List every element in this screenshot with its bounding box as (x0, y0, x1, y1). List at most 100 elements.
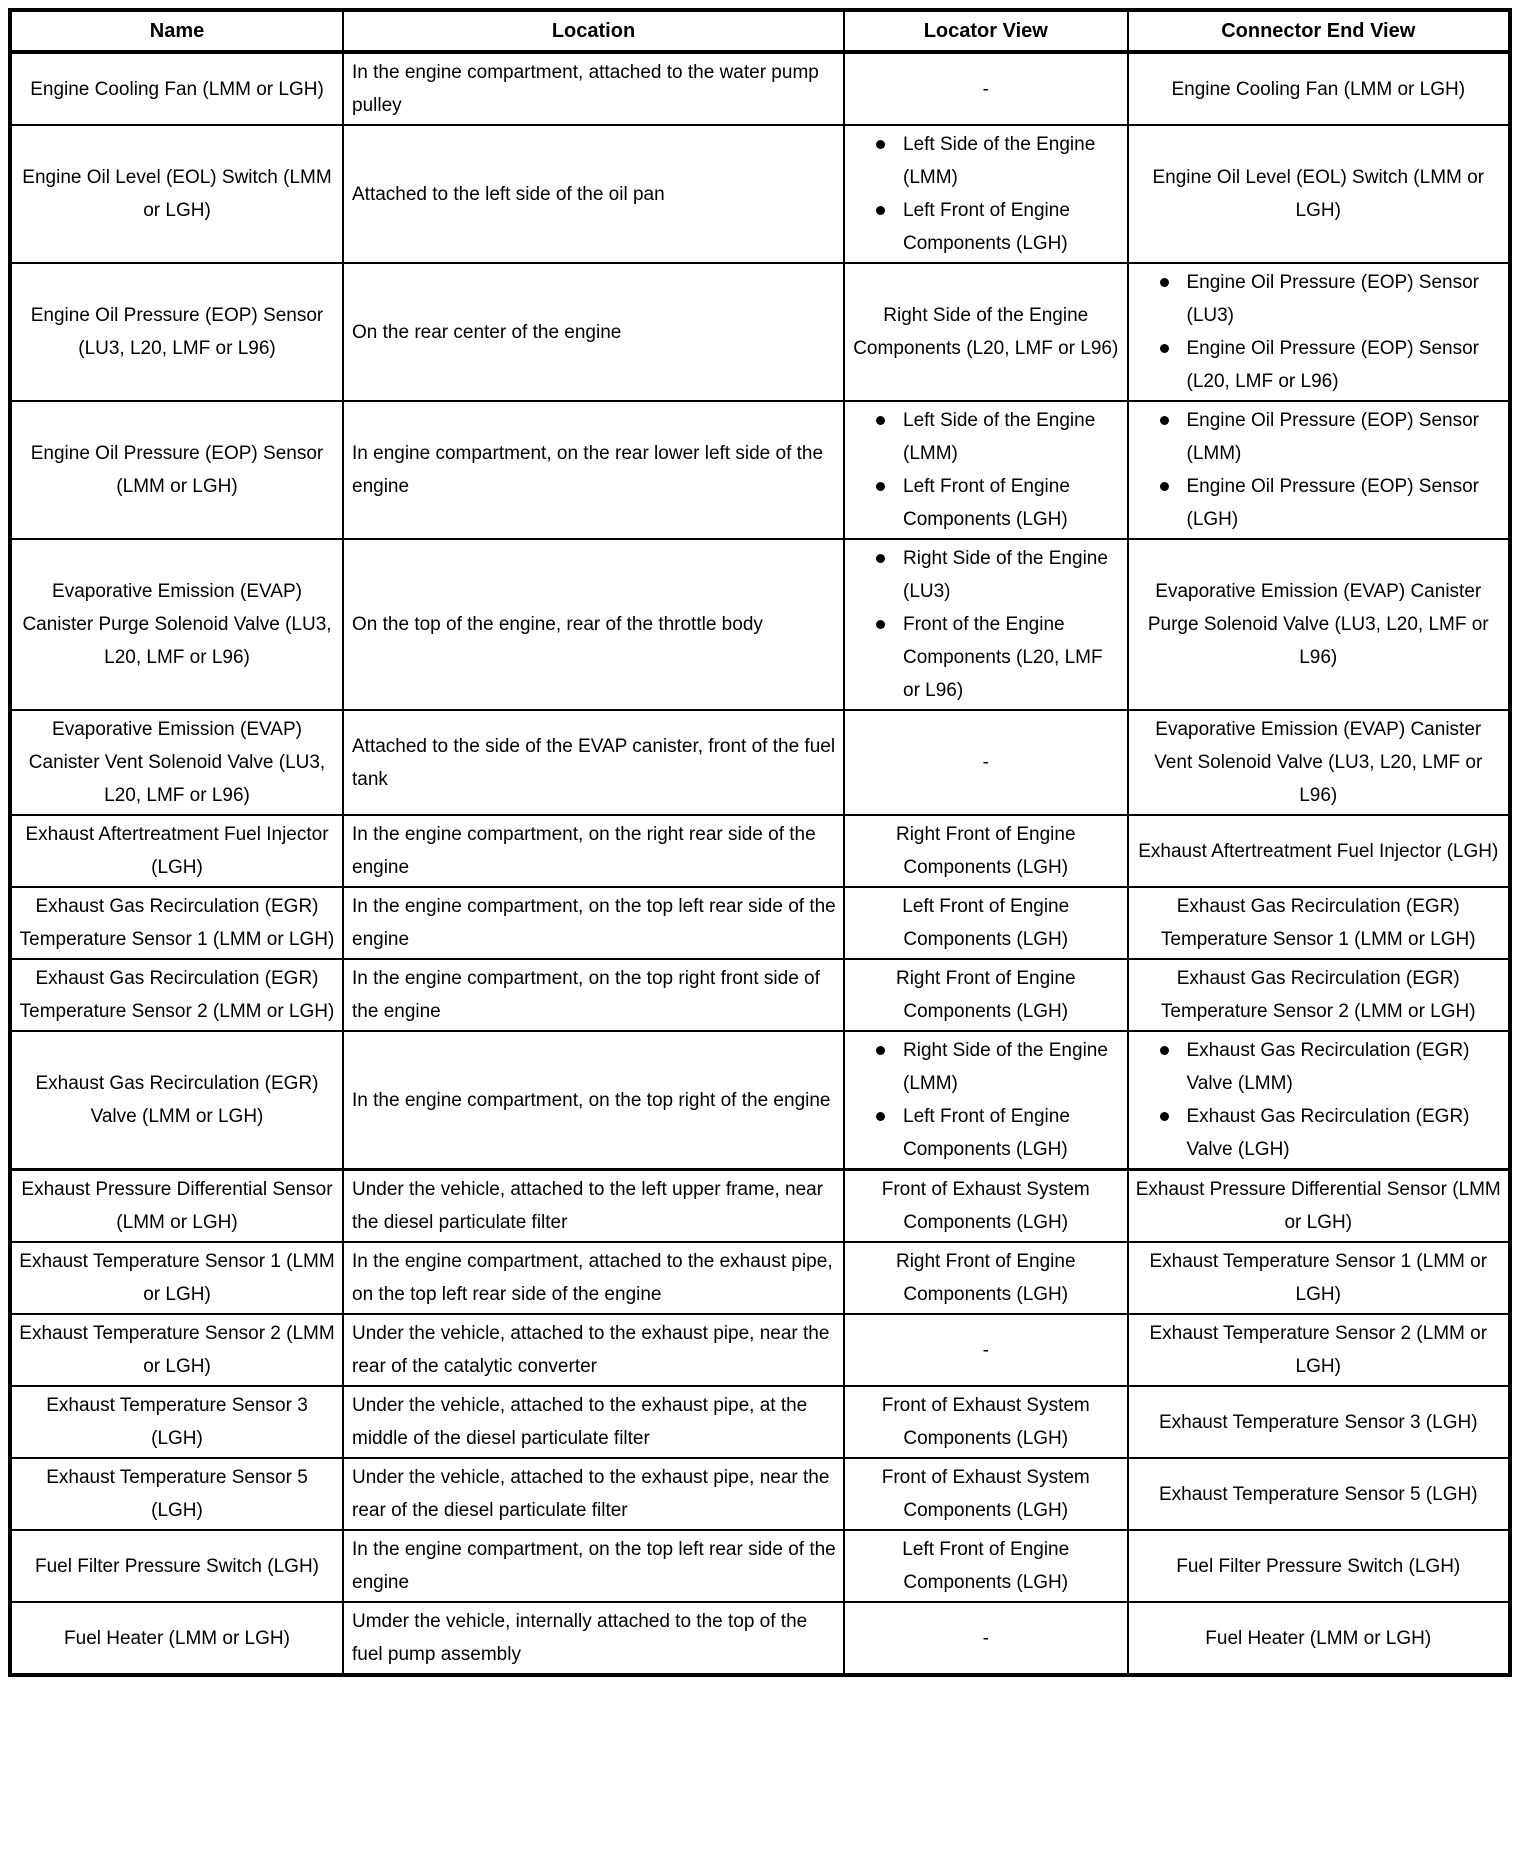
table-row: Exhaust Pressure Differential Sensor (LM… (9, 1168, 1511, 1243)
bullet-list: Engine Oil Pressure (EOP) Sensor (LU3) En… (1135, 266, 1503, 398)
connector-end-view-cell: Exhaust Pressure Differential Sensor (LM… (1126, 1168, 1511, 1243)
locator-view-cell: Front of Exhaust System Components (LGH) (843, 1168, 1129, 1243)
bullet-item: Exhaust Gas Recirculation (EGR) Valve (L… (1159, 1100, 1503, 1166)
bullet-item: Front of the Engine Components (L20, LMF… (876, 608, 1121, 707)
location-cell: In the engine compartment, attached to t… (342, 51, 845, 126)
table-row: Exhaust Gas Recirculation (EGR) Valve (L… (9, 1030, 1511, 1171)
table-row: Exhaust Temperature Sensor 1 (LMM or LGH… (9, 1241, 1511, 1315)
table-row: Evaporative Emission (EVAP) Canister Pur… (9, 538, 1511, 711)
table-row: Exhaust Temperature Sensor 5 (LGH) Under … (9, 1457, 1511, 1531)
name-cell: Engine Oil Pressure (EOP) Sensor (LU3, L… (9, 262, 344, 402)
locator-view-cell: Right Front of Engine Components (LGH) (843, 1241, 1129, 1315)
location-cell: In the engine compartment, attached to t… (342, 1241, 845, 1315)
connector-end-view-cell: Exhaust Aftertreatment Fuel Injector (LG… (1126, 814, 1511, 888)
locator-view-cell: Right Side of the Engine (LMM) Left Front… (843, 1030, 1129, 1171)
locator-view-cell: Left Side of the Engine (LMM) Left Front … (843, 124, 1129, 264)
connector-end-view-cell: Engine Oil Level (EOL) Switch (LMM or LG… (1126, 124, 1511, 264)
bullet-list: Right Side of the Engine (LMM) Left Front… (851, 1034, 1121, 1166)
bullet-item: Left Front of Engine Components (LGH) (876, 470, 1121, 536)
connector-end-view-cell: Fuel Heater (LMM or LGH) (1126, 1601, 1511, 1676)
locator-view-cell: Right Front of Engine Components (LGH) (843, 958, 1129, 1032)
location-cell: In the engine compartment, on the right … (342, 814, 845, 888)
bullet-item: Right Side of the Engine (LU3) (876, 542, 1121, 608)
connector-end-view-cell: Evaporative Emission (EVAP) Canister Ven… (1126, 709, 1511, 816)
table-row: Exhaust Aftertreatment Fuel Injector (LG… (9, 814, 1511, 888)
bullet-item: Exhaust Gas Recirculation (EGR) Valve (L… (1159, 1034, 1503, 1100)
connector-end-view-cell: Exhaust Temperature Sensor 3 (LGH) (1126, 1385, 1511, 1459)
bullet-item: Engine Oil Pressure (EOP) Sensor (L20, L… (1159, 332, 1503, 398)
table-body: Engine Cooling Fan (LMM or LGH) In the en… (9, 51, 1511, 1676)
table-row: Engine Oil Pressure (EOP) Sensor (LMM or… (9, 400, 1511, 540)
name-cell: Exhaust Temperature Sensor 2 (LMM or LGH… (9, 1313, 344, 1387)
location-cell: Umder the vehicle, internally attached t… (342, 1601, 845, 1676)
locator-view-cell: - (843, 1313, 1129, 1387)
locator-view-cell: Right Front of Engine Components (LGH) (843, 814, 1129, 888)
table-row: Engine Oil Pressure (EOP) Sensor (LU3, L… (9, 262, 1511, 402)
connector-end-view-cell: Exhaust Gas Recirculation (EGR) Valve (L… (1126, 1030, 1511, 1171)
table-row: Fuel Heater (LMM or LGH) Umder the vehicl… (9, 1601, 1511, 1676)
location-cell: In the engine compartment, on the top le… (342, 886, 845, 960)
name-cell: Exhaust Pressure Differential Sensor (LM… (9, 1168, 344, 1243)
locator-view-cell: Left Front of Engine Components (LGH) (843, 886, 1129, 960)
header-connector-end-view: Connector End View (1126, 9, 1511, 54)
location-cell: Under the vehicle, attached to the exhau… (342, 1313, 845, 1387)
name-cell: Fuel Heater (LMM or LGH) (9, 1601, 344, 1676)
name-cell: Evaporative Emission (EVAP) Canister Pur… (9, 538, 344, 711)
bullet-item: Left Front of Engine Components (LGH) (876, 194, 1121, 260)
table-row: Exhaust Gas Recirculation (EGR) Temperat… (9, 886, 1511, 960)
table-row: Engine Oil Level (EOL) Switch (LMM or LG… (9, 124, 1511, 264)
name-cell: Exhaust Gas Recirculation (EGR) Valve (L… (9, 1030, 344, 1171)
locator-view-cell: Left Front of Engine Components (LGH) (843, 1529, 1129, 1603)
bullet-item: Left Side of the Engine (LMM) (876, 404, 1121, 470)
bullet-item: Engine Oil Pressure (EOP) Sensor (LMM) (1159, 404, 1503, 470)
locator-view-cell: Left Side of the Engine (LMM) Left Front … (843, 400, 1129, 540)
name-cell: Exhaust Gas Recirculation (EGR) Temperat… (9, 886, 344, 960)
header-location: Location (342, 9, 845, 54)
connector-end-view-cell: Engine Oil Pressure (EOP) Sensor (LMM) En… (1126, 400, 1511, 540)
table-row: Evaporative Emission (EVAP) Canister Ven… (9, 709, 1511, 816)
location-cell: In the engine compartment, on the top ri… (342, 1030, 845, 1171)
table-row: Engine Cooling Fan (LMM or LGH) In the en… (9, 51, 1511, 126)
header-row: Name Location Locator View Connector End… (9, 9, 1511, 54)
connector-end-view-cell: Fuel Filter Pressure Switch (LGH) (1126, 1529, 1511, 1603)
connector-end-view-cell: Exhaust Temperature Sensor 2 (LMM or LGH… (1126, 1313, 1511, 1387)
bullet-item: Left Front of Engine Components (LGH) (876, 1100, 1121, 1166)
name-cell: Evaporative Emission (EVAP) Canister Ven… (9, 709, 344, 816)
table-row: Exhaust Temperature Sensor 2 (LMM or LGH… (9, 1313, 1511, 1387)
location-cell: On the rear center of the engine (342, 262, 845, 402)
name-cell: Engine Oil Level (EOL) Switch (LMM or LG… (9, 124, 344, 264)
bullet-list: Exhaust Gas Recirculation (EGR) Valve (L… (1135, 1034, 1503, 1166)
header-locator-view: Locator View (843, 9, 1129, 54)
locator-view-cell: - (843, 1601, 1129, 1676)
bullet-item: Right Side of the Engine (LMM) (876, 1034, 1121, 1100)
header-name: Name (9, 9, 344, 54)
bullet-list: Left Side of the Engine (LMM) Left Front … (851, 404, 1121, 536)
location-cell: In the engine compartment, on the top le… (342, 1529, 845, 1603)
bullet-list: Engine Oil Pressure (EOP) Sensor (LMM) En… (1135, 404, 1503, 536)
location-cell: Attached to the side of the EVAP caniste… (342, 709, 845, 816)
connector-locations-table: Name Location Locator View Connector End… (8, 8, 1512, 1677)
connector-end-view-cell: Engine Cooling Fan (LMM or LGH) (1126, 51, 1511, 126)
locator-view-cell: Front of Exhaust System Components (LGH) (843, 1385, 1129, 1459)
name-cell: Engine Oil Pressure (EOP) Sensor (LMM or… (9, 400, 344, 540)
location-cell: Under the vehicle, attached to the left … (342, 1168, 845, 1243)
locator-view-cell: Front of Exhaust System Components (LGH) (843, 1457, 1129, 1531)
location-cell: In the engine compartment, on the top ri… (342, 958, 845, 1032)
connector-end-view-cell: Exhaust Temperature Sensor 1 (LMM or LGH… (1126, 1241, 1511, 1315)
connector-end-view-cell: Exhaust Gas Recirculation (EGR) Temperat… (1126, 958, 1511, 1032)
name-cell: Engine Cooling Fan (LMM or LGH) (9, 51, 344, 126)
name-cell: Exhaust Temperature Sensor 1 (LMM or LGH… (9, 1241, 344, 1315)
connector-end-view-cell: Evaporative Emission (EVAP) Canister Pur… (1126, 538, 1511, 711)
table-row: Exhaust Temperature Sensor 3 (LGH) Under … (9, 1385, 1511, 1459)
bullet-item: Engine Oil Pressure (EOP) Sensor (LGH) (1159, 470, 1503, 536)
name-cell: Exhaust Temperature Sensor 3 (LGH) (9, 1385, 344, 1459)
name-cell: Exhaust Gas Recirculation (EGR) Temperat… (9, 958, 344, 1032)
location-cell: In engine compartment, on the rear lower… (342, 400, 845, 540)
name-cell: Exhaust Aftertreatment Fuel Injector (LG… (9, 814, 344, 888)
locator-view-cell: - (843, 51, 1129, 126)
locator-view-cell: Right Side of the Engine (LU3) Front of t… (843, 538, 1129, 711)
locator-view-cell: - (843, 709, 1129, 816)
location-cell: Attached to the left side of the oil pan (342, 124, 845, 264)
name-cell: Exhaust Temperature Sensor 5 (LGH) (9, 1457, 344, 1531)
